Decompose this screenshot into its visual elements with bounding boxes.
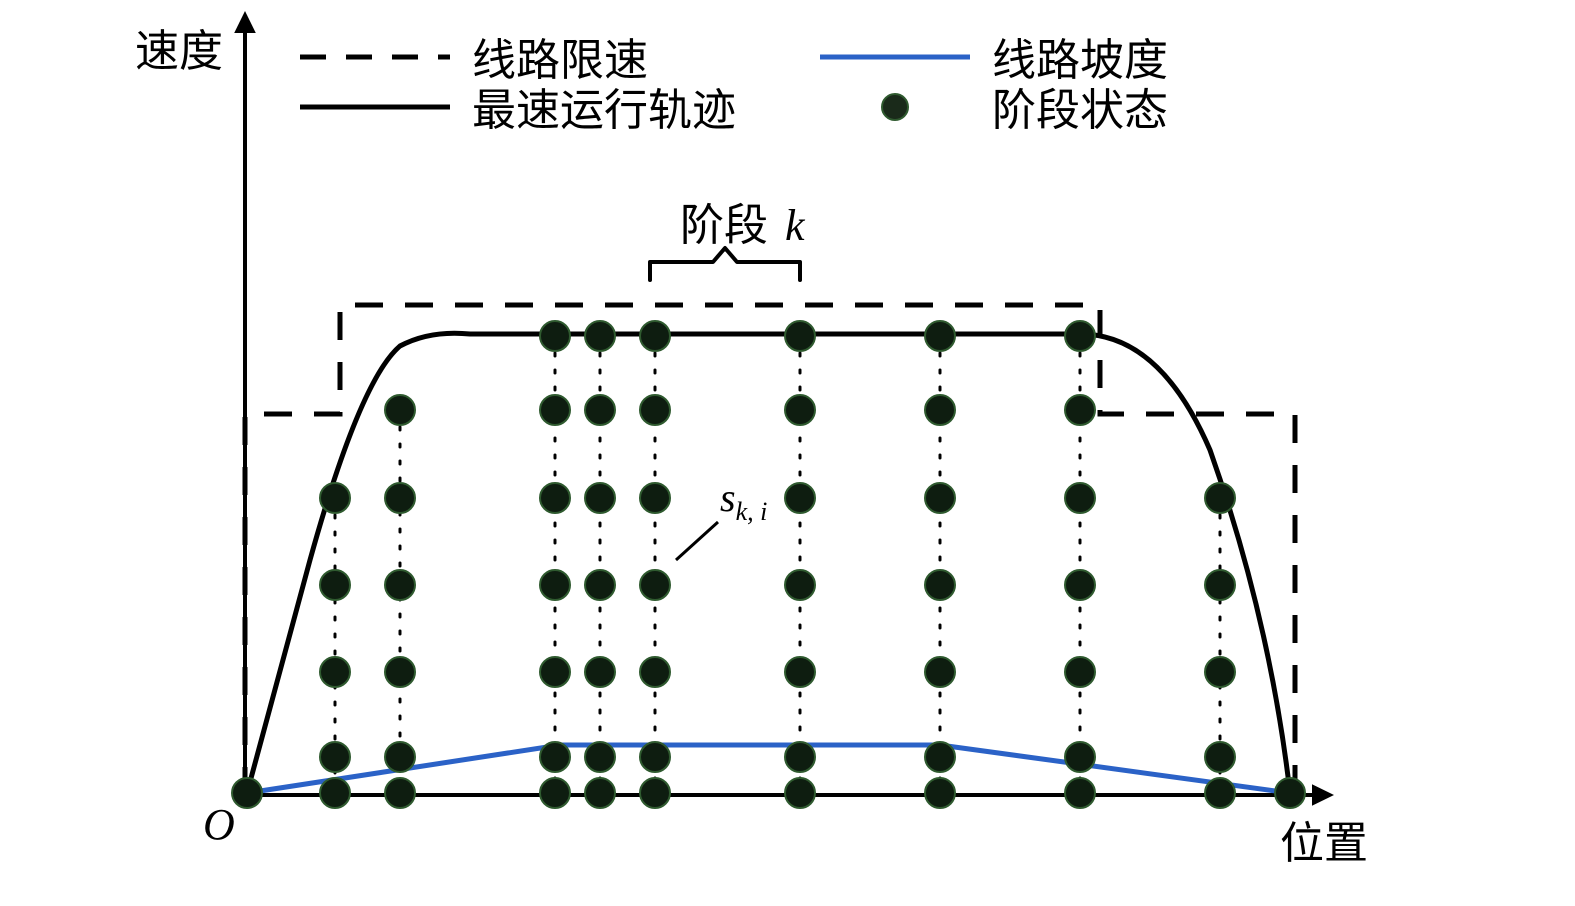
state-dot [925,657,955,687]
ski-sub: k, i [736,497,768,526]
state-dot [1065,395,1095,425]
stage-k-text: 阶段 [680,201,768,250]
state-dot [540,395,570,425]
state-dot [1205,742,1235,772]
ski-pointer [676,522,718,560]
diagram-svg [0,0,1575,906]
state-dot [232,778,262,808]
state-dot [320,778,350,808]
state-dot [320,483,350,513]
speed-limit-line [245,305,1295,795]
state-dot [640,321,670,351]
stage-k-label: 阶段 k [680,189,805,253]
legend-swatch-dot [882,94,908,120]
state-dot [385,742,415,772]
state-dot [585,657,615,687]
state-dot [540,778,570,808]
state-dot [1065,742,1095,772]
state-dot [540,657,570,687]
state-dot [585,321,615,351]
state-dot [585,742,615,772]
state-dot [640,657,670,687]
state-dot [585,483,615,513]
state-dot [1065,483,1095,513]
state-dot [585,570,615,600]
state-dot [1275,778,1305,808]
state-dot [385,778,415,808]
state-dot [1205,570,1235,600]
state-dot [1065,321,1095,351]
state-dot [1205,657,1235,687]
state-dot [785,321,815,351]
state-dot [540,321,570,351]
state-dot [785,742,815,772]
legend-label-fastest-traj: 最速运行轨迹 [472,74,736,138]
state-dot [785,395,815,425]
state-dot [640,778,670,808]
state-dot [385,395,415,425]
state-dot [1065,570,1095,600]
state-dot [925,395,955,425]
x-axis-arrow [1312,784,1334,806]
state-dot [785,570,815,600]
state-dot [925,483,955,513]
state-dot [540,742,570,772]
state-dot [785,483,815,513]
state-dot [925,778,955,808]
state-dot [540,570,570,600]
state-dot [320,742,350,772]
state-dot [585,778,615,808]
origin-label: O [203,799,235,850]
state-dot [385,570,415,600]
state-dot [785,657,815,687]
state-dot [640,570,670,600]
state-dot [640,742,670,772]
state-dot [1065,778,1095,808]
y-axis-arrow [234,11,256,33]
state-dot [385,483,415,513]
state-ski-label: sk, i [720,474,767,527]
state-dot [640,395,670,425]
state-dot [785,778,815,808]
state-dot [385,657,415,687]
diagram-root: 速度 位置 O 阶段 k sk, i 线路限速 线路坡度 最速运行轨迹 阶段状态 [0,0,1575,906]
state-dot [1065,657,1095,687]
x-axis-label: 位置 [1280,807,1368,871]
state-dot [320,657,350,687]
ski-base: s [720,475,736,520]
state-dot [925,742,955,772]
state-dot [1205,483,1235,513]
state-dot [320,570,350,600]
state-dot [1205,778,1235,808]
stage-k-var: k [785,201,805,250]
legend-label-stage-state: 阶段状态 [992,74,1168,138]
state-dot [640,483,670,513]
state-dot [925,570,955,600]
state-dot [585,395,615,425]
state-dot [540,483,570,513]
y-axis-label: 速度 [135,15,223,79]
state-dot [925,321,955,351]
